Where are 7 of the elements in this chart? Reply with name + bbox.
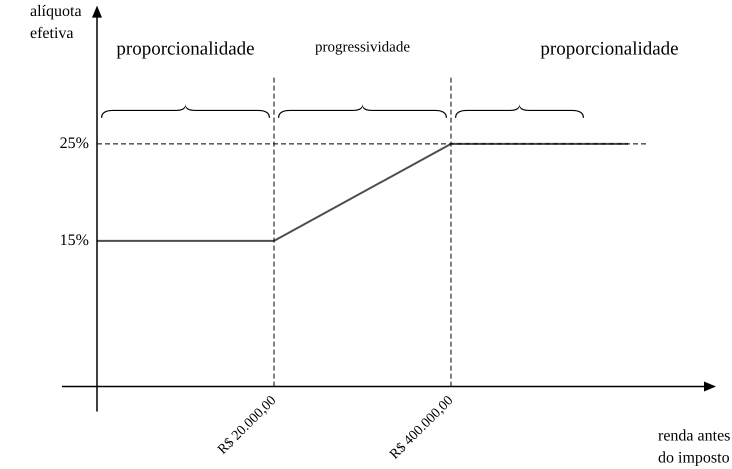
x-axis-title: renda antes do imposto — [658, 428, 730, 467]
annotation: proporcionalidade — [116, 38, 255, 60]
y-tick-label: 15% — [60, 232, 89, 250]
y-tick-label: 25% — [60, 135, 89, 152]
annotation: proporcionalidade — [540, 38, 679, 60]
y-axis-title: alíquota efetiva — [30, 3, 82, 42]
annotation: progressividade — [315, 39, 410, 56]
